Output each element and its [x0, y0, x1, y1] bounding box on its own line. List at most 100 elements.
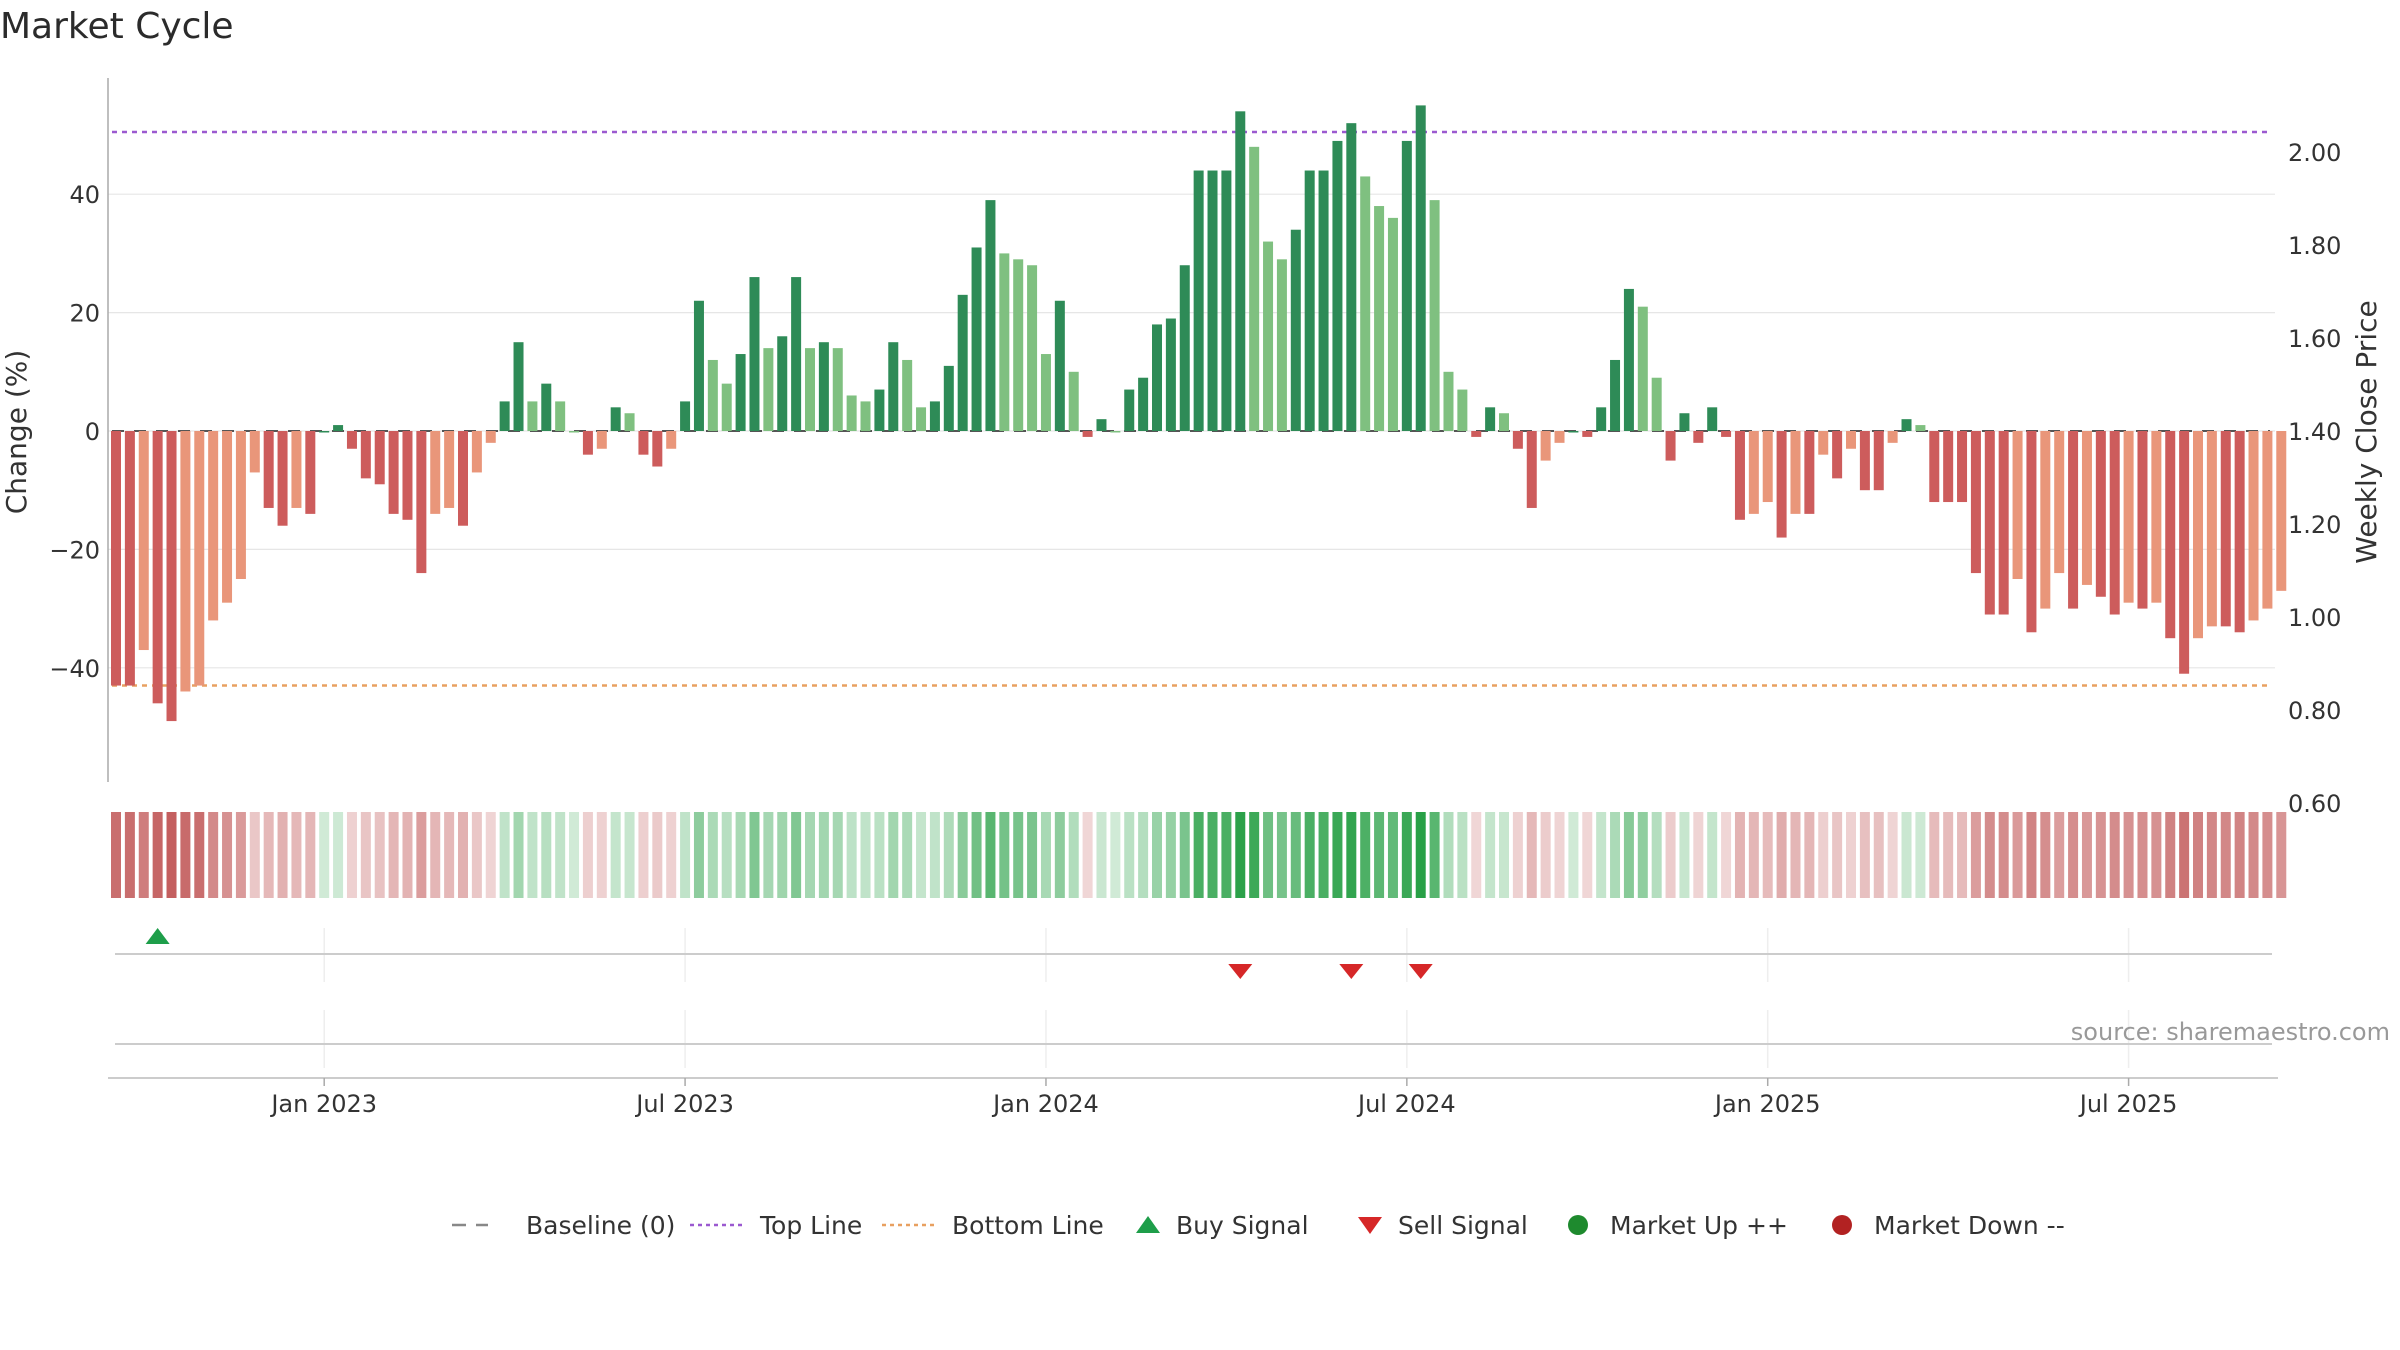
heat-cell [735, 812, 746, 898]
heat-cell [1193, 812, 1204, 898]
bar [1762, 431, 1773, 503]
bar [2193, 431, 2203, 639]
heat-cell [402, 812, 413, 898]
bar [2040, 431, 2051, 609]
heat-cell [985, 812, 996, 898]
heat-cell [1346, 812, 1357, 898]
heat-cell [2276, 812, 2287, 898]
heat-cell [791, 812, 802, 898]
heat-cell [1637, 812, 1648, 898]
heat-cell [277, 812, 288, 898]
heat-cell [2193, 812, 2203, 898]
bar [1387, 217, 1398, 431]
heat-cell [1096, 812, 1107, 898]
bar [2179, 431, 2190, 674]
bar [1637, 306, 1648, 431]
heat-cell [1124, 812, 1135, 898]
legend: Baseline (0) Top Line Bottom Line Buy Signa… [452, 1211, 2065, 1240]
heat-cell [1651, 812, 1662, 898]
bar [569, 431, 580, 433]
bar [1263, 241, 1274, 431]
bar [138, 431, 149, 651]
heat-cell [2151, 812, 2162, 898]
sell-signal-marker [1228, 964, 1253, 979]
bar [999, 253, 1010, 431]
heat-cell [1832, 812, 1843, 898]
bar [2012, 431, 2023, 579]
bar [346, 431, 357, 449]
heat-cell [763, 812, 774, 898]
x-tick-label: Jan 2024 [991, 1090, 1099, 1118]
bar [541, 383, 552, 431]
bar [818, 342, 829, 431]
heat-cell [1554, 812, 1565, 898]
heat-cell [1263, 812, 1274, 898]
bar [1290, 229, 1301, 431]
heat-cell [2012, 812, 2023, 898]
bar [2165, 431, 2176, 639]
heat-cell [638, 812, 649, 898]
bar [1485, 407, 1496, 431]
heat-cell [471, 812, 482, 898]
bar [916, 407, 927, 431]
heat-cell [1318, 812, 1329, 898]
bar [1748, 431, 1759, 514]
bar [1970, 431, 1981, 574]
heat-cell [1221, 812, 1232, 898]
bar [1610, 359, 1621, 431]
heat-cell [138, 812, 149, 898]
heat-cell [874, 812, 885, 898]
bar [1623, 288, 1634, 431]
bar [971, 247, 982, 431]
legend-label: Top Line [759, 1211, 862, 1240]
heat-cell [1568, 812, 1579, 898]
bar [596, 431, 607, 449]
bar [555, 401, 566, 431]
heat-cell [749, 812, 760, 898]
heat-cell [1276, 812, 1287, 898]
bar [263, 431, 274, 508]
y2-tick-label: 1.00 [2288, 604, 2341, 632]
bar [374, 431, 385, 485]
heat-cell [111, 812, 121, 898]
bar [707, 359, 718, 431]
bar [2068, 431, 2079, 609]
legend-label: Sell Signal [1398, 1211, 1528, 1240]
heat-cell [943, 812, 954, 898]
bar [1318, 170, 1329, 431]
bar [1249, 146, 1260, 431]
bar [527, 401, 538, 431]
heat-cell [582, 812, 593, 898]
bar [624, 413, 635, 431]
heat-cell [721, 812, 732, 898]
bar [888, 342, 899, 431]
heat-cell [2179, 812, 2190, 898]
y-tick-labels: 40 20 0 −20 −40 [49, 181, 100, 683]
bar [1332, 140, 1343, 432]
bar [111, 431, 121, 686]
heat-cell [2123, 812, 2134, 898]
bar [1526, 431, 1537, 508]
y2-tick-label: 1.20 [2288, 511, 2341, 539]
y2-axis-label: Weekly Close Price [2350, 300, 2383, 563]
heat-cell [1970, 812, 1981, 898]
heat-cell [2206, 812, 2217, 898]
heat-cell [416, 812, 427, 898]
legend-label: Market Down -- [1874, 1211, 2065, 1240]
bar [1374, 206, 1385, 431]
y-tick-label: −40 [49, 655, 100, 683]
bar [1679, 413, 1690, 431]
heat-cell [2068, 812, 2079, 898]
bar [1429, 200, 1440, 431]
heat-cell [2234, 812, 2245, 898]
heat-cell [1110, 812, 1121, 898]
bar [249, 431, 260, 473]
heat-cell [846, 812, 857, 898]
heat-cell [346, 812, 357, 898]
bar [1929, 431, 1940, 503]
bar [1443, 371, 1454, 431]
heat-cell [1901, 812, 1912, 898]
heat-cell [1734, 812, 1745, 898]
heat-cell [499, 812, 510, 898]
bar [1734, 431, 1745, 520]
